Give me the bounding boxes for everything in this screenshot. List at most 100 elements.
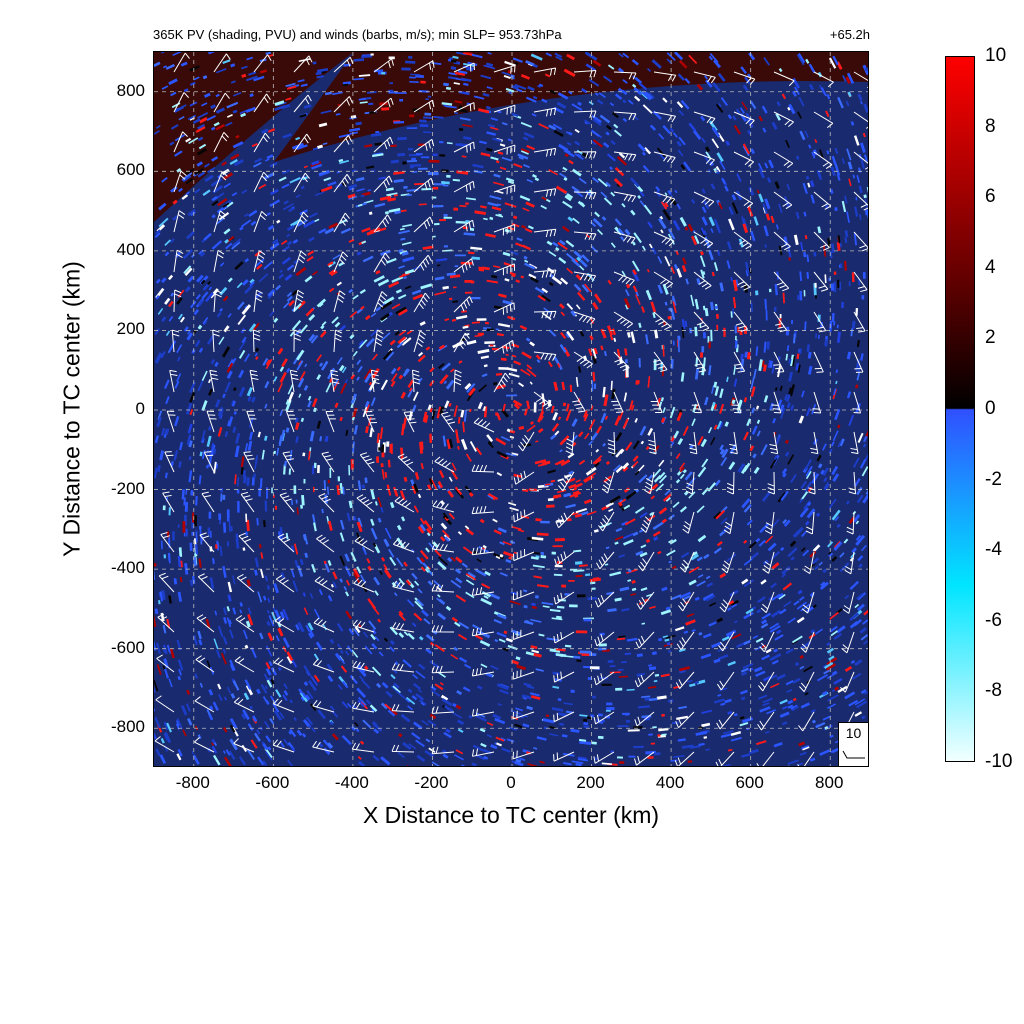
wind-barb	[249, 369, 259, 393]
wind-barb	[471, 708, 495, 717]
wind-barb	[674, 751, 695, 766]
wind-barb	[391, 744, 415, 753]
wind-barb	[391, 704, 415, 713]
wind-barb	[693, 191, 715, 207]
wind-barb	[593, 751, 615, 764]
wind-barb	[285, 410, 297, 433]
x-tick-label: 200	[576, 773, 605, 792]
wind-barb	[253, 54, 272, 73]
wind-barb	[330, 369, 340, 393]
wind-barb	[594, 631, 615, 647]
wind-barb	[293, 289, 305, 313]
wind-barb	[413, 254, 433, 273]
wind-barb	[246, 410, 257, 433]
wind-barb	[236, 573, 255, 593]
wind-barb	[733, 111, 755, 126]
wind-barb	[733, 71, 756, 85]
wind-barb	[691, 391, 702, 414]
wind-barb	[640, 511, 655, 533]
wind-barb	[206, 410, 217, 433]
wind-barb	[413, 177, 434, 193]
wind-barb	[813, 311, 827, 333]
wind-barb	[293, 133, 312, 153]
wind-barb	[715, 751, 735, 766]
wind-barb	[693, 71, 716, 84]
wind-barb	[354, 536, 375, 553]
wind-barb	[813, 71, 834, 88]
wind-barb	[234, 656, 255, 673]
wind-barb	[173, 249, 184, 273]
wind-barb	[238, 532, 255, 553]
wind-barb	[634, 671, 655, 688]
wind-barb	[733, 311, 748, 332]
wind-barb	[648, 431, 657, 455]
wind-barb	[353, 578, 375, 593]
wind-barb	[800, 631, 815, 653]
wind-barbs	[154, 52, 868, 766]
wind-barb	[275, 574, 295, 593]
wind-barb	[613, 111, 637, 121]
wind-barb	[553, 751, 575, 762]
wind-barb	[279, 492, 295, 513]
wind-barb	[773, 111, 794, 128]
wind-barb	[392, 538, 415, 553]
wind-barb	[733, 231, 752, 250]
wind-barb	[493, 340, 515, 354]
wind-barb	[773, 231, 791, 251]
wind-barb	[431, 584, 455, 593]
wind-barb	[773, 351, 785, 373]
colorbar-tick-label: 0	[985, 398, 996, 419]
wind-barb	[758, 671, 775, 692]
wind-barb	[533, 188, 557, 197]
wind-barb	[533, 228, 557, 238]
wind-barb	[173, 92, 190, 113]
wind-barb	[533, 391, 553, 410]
wind-barb	[553, 711, 575, 723]
wind-barb	[636, 591, 655, 610]
wind-barb	[473, 417, 495, 433]
wind-barb	[512, 750, 535, 760]
wind-barb	[394, 496, 415, 513]
wind-barb	[434, 456, 455, 473]
wind-barb	[678, 591, 695, 612]
wind-barb	[253, 289, 263, 313]
wind-barb	[613, 151, 637, 162]
wind-barb	[613, 311, 633, 329]
wind-barb	[196, 614, 215, 633]
wind-barb	[733, 191, 754, 209]
wind-barb	[312, 700, 335, 713]
wind-barb	[813, 191, 832, 210]
wind-barb	[373, 175, 393, 193]
wind-barb	[844, 551, 855, 575]
wind-barb	[513, 509, 535, 523]
wind-barb	[253, 250, 266, 273]
wind-barb	[164, 451, 175, 473]
wind-barb	[213, 249, 225, 273]
wind-barb	[373, 136, 394, 153]
wind-barb	[253, 132, 270, 153]
wind-barb	[391, 663, 415, 673]
wind-barb	[719, 591, 735, 613]
x-tick-label: 0	[506, 773, 516, 792]
wind-barb	[553, 591, 575, 605]
wind-barb	[364, 411, 377, 433]
wind-barb	[333, 135, 353, 153]
wind-barb	[813, 231, 830, 251]
wind-barb	[373, 329, 384, 353]
wind-barb	[373, 97, 394, 113]
wind-barb	[573, 151, 597, 159]
wind-barb	[157, 613, 175, 633]
wind-barb	[397, 453, 415, 473]
wind-barb	[373, 252, 390, 273]
wind-barb	[810, 431, 819, 455]
wind-barb	[573, 110, 597, 118]
wind-barb	[440, 411, 456, 433]
wind-barb	[613, 191, 637, 203]
wind-barb	[413, 60, 435, 73]
wind-barb	[253, 210, 268, 233]
wind-barb	[840, 671, 855, 693]
wind-barb	[171, 329, 180, 353]
wind-barb	[352, 660, 375, 673]
x-tick-label: 800	[815, 773, 844, 792]
wind-barb	[513, 548, 535, 562]
